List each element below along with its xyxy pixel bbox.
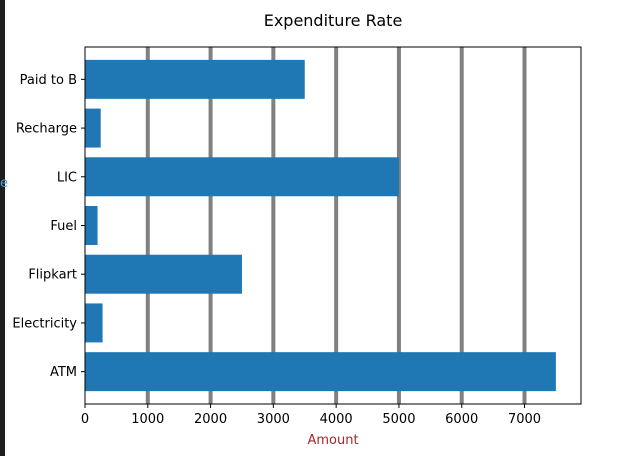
x-axis-label: Amount — [307, 433, 358, 448]
axis-layer: Paid to B Recharge LIC Fuel Flipkart Electric… — [12, 73, 541, 427]
x-tick-label: 4000 — [320, 412, 353, 427]
y-tick-label: LIC — [57, 170, 77, 185]
bar-recharge — [85, 108, 101, 148]
y-tick-label: Electricity — [12, 316, 77, 331]
y-tick-label: Fuel — [50, 219, 77, 234]
x-tick-label: 7000 — [508, 412, 541, 427]
edge-label: e — [0, 176, 8, 191]
bar-flipkart — [85, 254, 242, 294]
y-tick-label: Flipkart — [28, 268, 77, 283]
left-window-strip — [0, 0, 5, 456]
x-tick-label: 2000 — [194, 412, 227, 427]
x-tick-label: 0 — [81, 412, 89, 427]
bar-fuel — [85, 206, 98, 245]
bar-lic — [85, 157, 399, 197]
chart-title: Expenditure Rate — [264, 11, 403, 30]
y-tick-label: Recharge — [16, 122, 77, 137]
bar-paid-to-b — [85, 59, 305, 99]
bars-layer — [85, 59, 556, 392]
x-tick-label: 3000 — [257, 412, 290, 427]
x-tick-label: 1000 — [131, 412, 164, 427]
plot-frame — [84, 46, 582, 405]
bar-atm — [85, 352, 556, 392]
y-tick-label: ATM — [50, 365, 77, 380]
grid-layer — [145, 47, 527, 404]
y-tick-label: Paid to B — [20, 73, 77, 88]
bar-electricity — [85, 303, 103, 343]
x-tick-label: 6000 — [445, 412, 478, 427]
x-tick-label: 5000 — [382, 412, 415, 427]
